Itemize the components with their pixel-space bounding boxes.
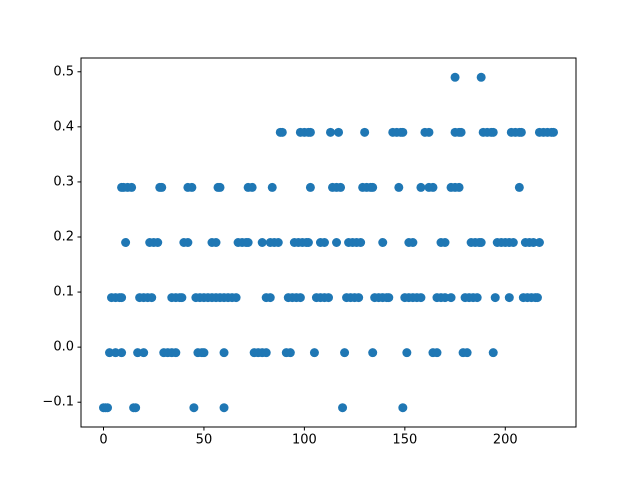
x-tick-label: 200	[493, 433, 518, 448]
point	[187, 182, 197, 192]
point	[153, 238, 163, 247]
point	[157, 182, 167, 192]
y-tick-label: 0.1	[53, 285, 74, 300]
point	[384, 293, 394, 303]
point	[131, 403, 141, 413]
point	[324, 293, 333, 303]
point	[117, 348, 127, 358]
point	[231, 293, 241, 303]
point	[428, 182, 438, 192]
point	[508, 238, 518, 247]
y-tick-label: 0.5	[53, 64, 74, 79]
point	[261, 348, 271, 358]
y-tick-label: 0.0	[53, 340, 74, 355]
point	[398, 127, 408, 137]
point	[340, 348, 350, 358]
point	[504, 293, 514, 303]
point	[534, 238, 544, 247]
point	[424, 127, 434, 137]
point	[305, 127, 315, 137]
point	[462, 348, 472, 358]
point	[336, 182, 346, 192]
point	[378, 238, 388, 247]
point	[183, 238, 193, 247]
point	[273, 238, 283, 247]
point	[450, 72, 460, 82]
y-tick-label: 0.2	[53, 229, 74, 244]
point	[147, 293, 157, 303]
point	[332, 238, 342, 247]
point	[211, 238, 221, 247]
point	[257, 238, 267, 247]
point	[456, 127, 466, 137]
point	[277, 127, 287, 137]
point	[356, 238, 366, 247]
point	[338, 403, 348, 413]
y-tick-label: 0.4	[53, 119, 74, 134]
point	[368, 348, 378, 358]
point	[549, 127, 558, 137]
point	[416, 182, 426, 192]
point	[416, 293, 426, 303]
point	[476, 72, 486, 82]
point	[305, 182, 315, 192]
point	[398, 403, 408, 413]
x-tick-label: 0	[99, 433, 107, 448]
point	[326, 127, 336, 137]
point	[476, 238, 486, 247]
point	[171, 348, 181, 358]
point	[334, 127, 344, 137]
point	[514, 182, 524, 192]
point	[516, 127, 526, 137]
point	[303, 238, 313, 247]
point	[532, 293, 542, 303]
point	[285, 348, 295, 358]
point	[490, 293, 500, 303]
point	[488, 127, 498, 137]
point	[247, 182, 257, 192]
point	[243, 238, 253, 247]
y-tick-label: −0.1	[42, 395, 74, 410]
point	[265, 293, 275, 303]
point	[408, 238, 418, 247]
y-tick-label: 0.3	[53, 174, 74, 189]
point	[127, 182, 137, 192]
point	[219, 403, 229, 413]
point	[219, 348, 229, 358]
point	[139, 348, 149, 358]
point	[267, 182, 277, 192]
point	[121, 238, 131, 247]
point	[215, 182, 225, 192]
point	[103, 403, 113, 413]
x-tick-label: 50	[196, 433, 213, 448]
point	[446, 293, 456, 303]
point	[189, 403, 199, 413]
point	[319, 238, 329, 247]
point	[394, 182, 404, 192]
point	[199, 348, 209, 358]
point	[440, 238, 450, 247]
point	[402, 348, 412, 358]
point	[360, 127, 370, 137]
x-tick-label: 100	[292, 433, 317, 448]
point	[488, 348, 498, 358]
point	[454, 182, 464, 192]
point	[309, 348, 319, 358]
point	[432, 348, 442, 358]
point	[117, 293, 127, 303]
point	[295, 293, 305, 303]
point	[354, 293, 364, 303]
point	[368, 182, 378, 192]
point	[177, 293, 187, 303]
point	[472, 293, 482, 303]
x-tick-label: 150	[392, 433, 417, 448]
axes-frame	[80, 57, 577, 428]
